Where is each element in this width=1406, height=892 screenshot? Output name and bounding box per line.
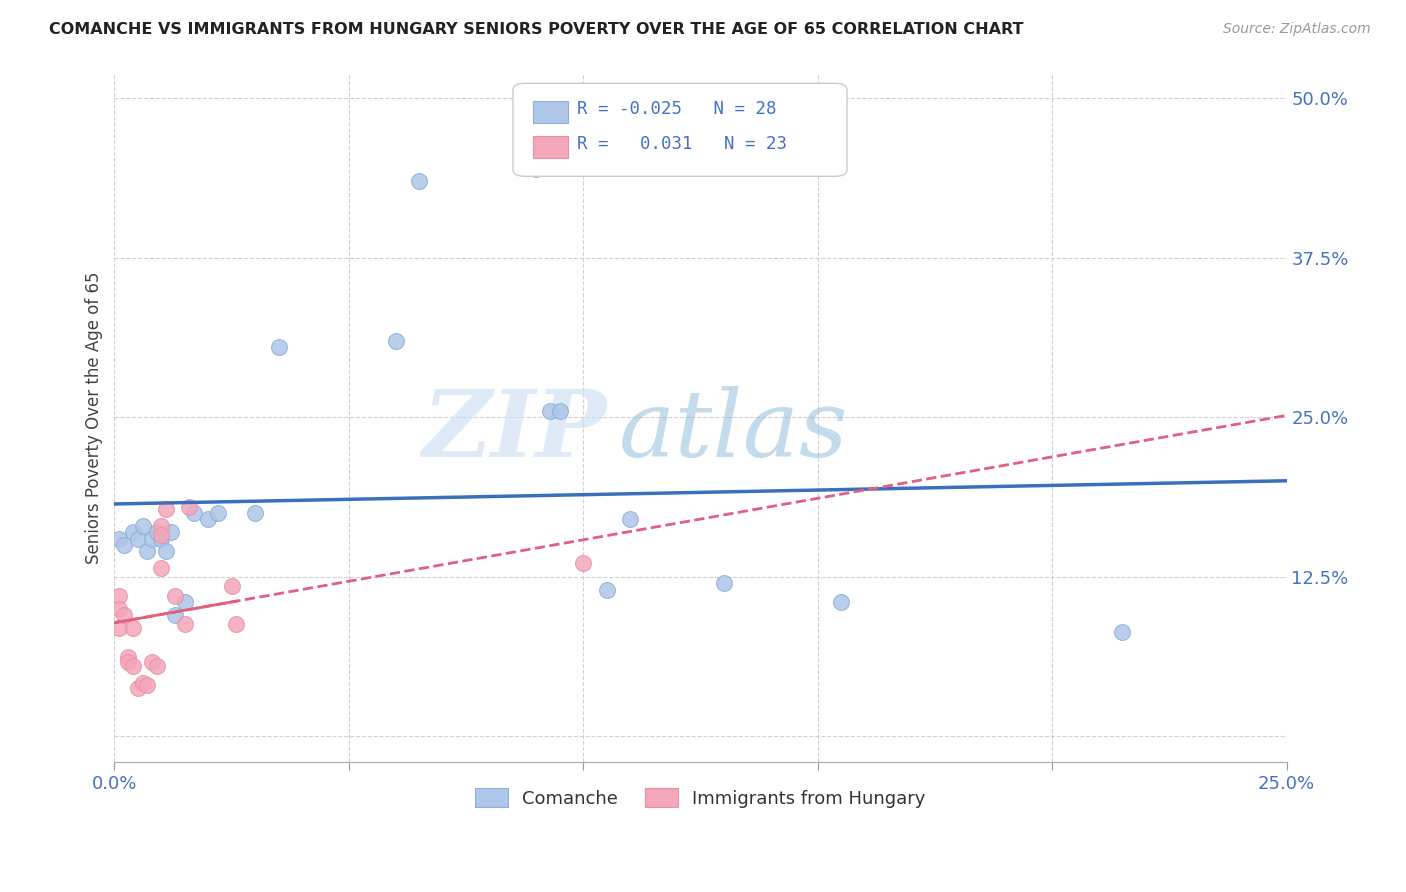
Point (408, 174, 430, 188)
Point (221, 579, 243, 593)
Point (830, 595, 852, 609)
Point (136, 544, 159, 558)
Point (122, 525, 145, 540)
Point (165, 589, 187, 603)
Text: R =   0.031   N = 23: R = 0.031 N = 23 (578, 135, 787, 153)
Legend: Comanche, Immigrants from Hungary: Comanche, Immigrants from Hungary (468, 780, 932, 814)
Point (150, 527, 173, 541)
Point (145, 525, 167, 540)
Point (384, 334, 406, 348)
Point (112, 538, 135, 552)
Point (141, 532, 163, 546)
Point (150, 561, 173, 575)
Point (267, 340, 290, 354)
Point (108, 621, 131, 635)
Point (179, 500, 201, 514)
Point (159, 525, 181, 540)
Point (183, 506, 205, 520)
Point (127, 532, 149, 546)
Point (131, 675, 153, 690)
Y-axis label: Seniors Poverty Over the Age of 65: Seniors Poverty Over the Age of 65 (86, 271, 103, 564)
Point (108, 601, 131, 615)
Text: ZIP: ZIP (422, 386, 607, 476)
Point (197, 512, 219, 526)
Point (122, 621, 145, 635)
FancyBboxPatch shape (513, 83, 846, 177)
Point (713, 576, 735, 591)
Point (141, 655, 163, 669)
Point (117, 650, 139, 665)
Point (207, 506, 229, 520)
Point (165, 608, 187, 623)
Point (122, 659, 145, 673)
Point (117, 655, 139, 669)
Bar (533, 101, 568, 123)
Text: COMANCHE VS IMMIGRANTS FROM HUNGARY SENIORS POVERTY OVER THE AGE OF 65 CORRELATI: COMANCHE VS IMMIGRANTS FROM HUNGARY SENI… (49, 22, 1024, 37)
Point (112, 608, 135, 623)
Point (155, 502, 177, 516)
Point (619, 512, 641, 526)
Point (150, 532, 173, 546)
Point (548, 404, 571, 418)
Text: Source: ZipAtlas.com: Source: ZipAtlas.com (1223, 22, 1371, 37)
Point (131, 518, 153, 533)
Point (108, 532, 131, 546)
Point (127, 681, 149, 695)
Point (243, 506, 266, 520)
Point (155, 544, 177, 558)
Text: R = -0.025   N = 28: R = -0.025 N = 28 (578, 101, 778, 119)
Point (526, 161, 548, 176)
Point (136, 678, 159, 692)
Bar (533, 136, 568, 158)
Point (173, 617, 195, 632)
Point (225, 617, 247, 632)
Point (150, 518, 173, 533)
Point (145, 659, 167, 673)
Point (108, 589, 131, 603)
Point (572, 556, 595, 570)
Point (540, 404, 562, 418)
Point (1111, 624, 1133, 639)
Text: atlas: atlas (619, 386, 848, 476)
Point (173, 595, 195, 609)
Point (596, 582, 619, 597)
